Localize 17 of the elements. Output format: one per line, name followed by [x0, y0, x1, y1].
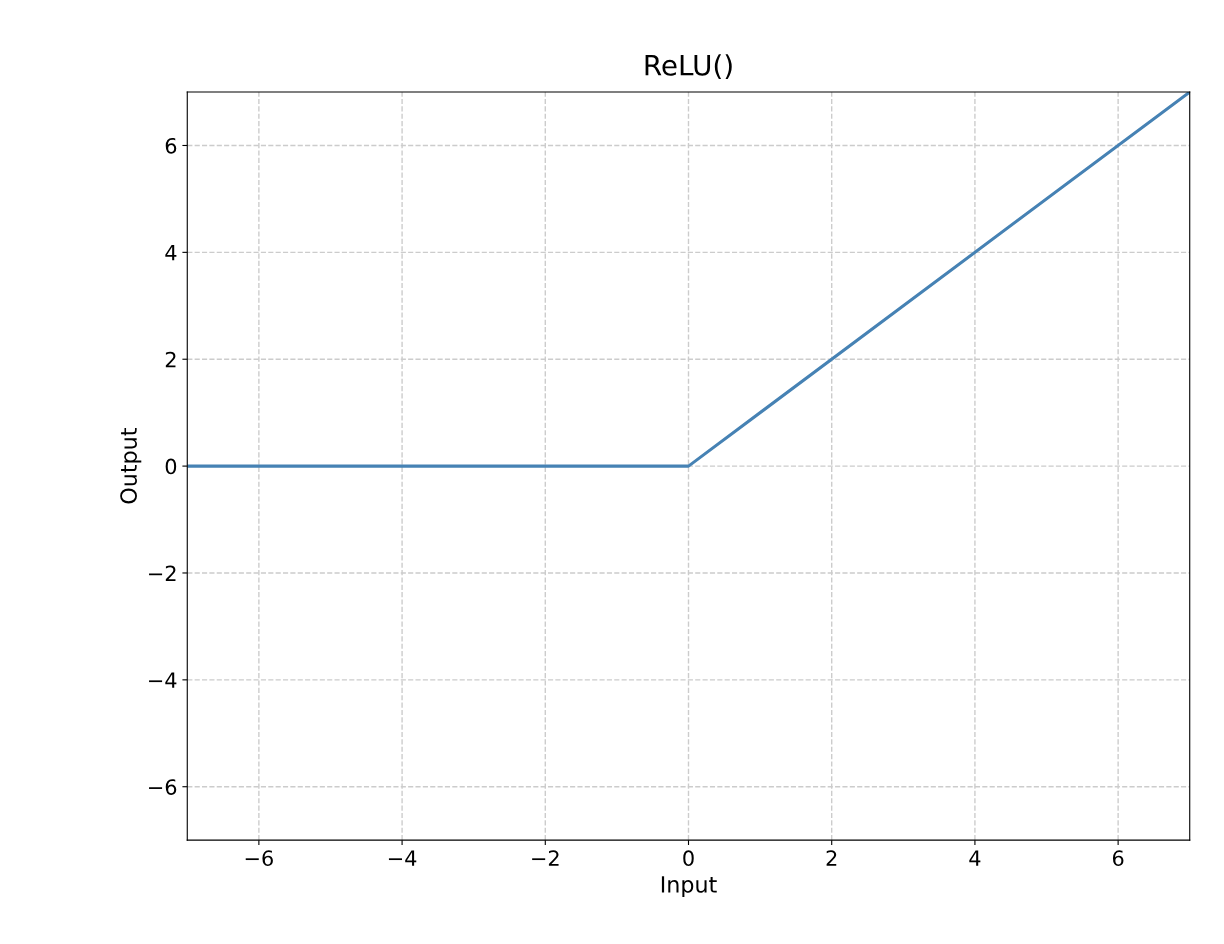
y-tick-label: 6	[165, 137, 177, 154]
x-tick-label: 6	[1112, 850, 1124, 867]
x-tick-label: −2	[532, 850, 559, 866]
x-axis-title: Input	[661, 876, 717, 898]
x-tick-label: −4	[388, 850, 417, 866]
x-tick-label: 0	[683, 850, 694, 867]
y-tick-label: 0	[165, 458, 177, 475]
y-axis-title: Output	[120, 428, 142, 504]
x-tick-label: 4	[969, 850, 981, 866]
y-tick-label: −6	[149, 779, 177, 795]
y-tick-label: 2	[165, 351, 176, 368]
y-tick-label: −4	[149, 672, 177, 688]
y-tick-label: −2	[149, 565, 176, 581]
chart-title: ReLU()	[645, 54, 732, 80]
y-tick-label: 4	[165, 245, 177, 261]
x-tick-label: 2	[826, 850, 837, 866]
x-tick-label: −6	[245, 850, 273, 867]
